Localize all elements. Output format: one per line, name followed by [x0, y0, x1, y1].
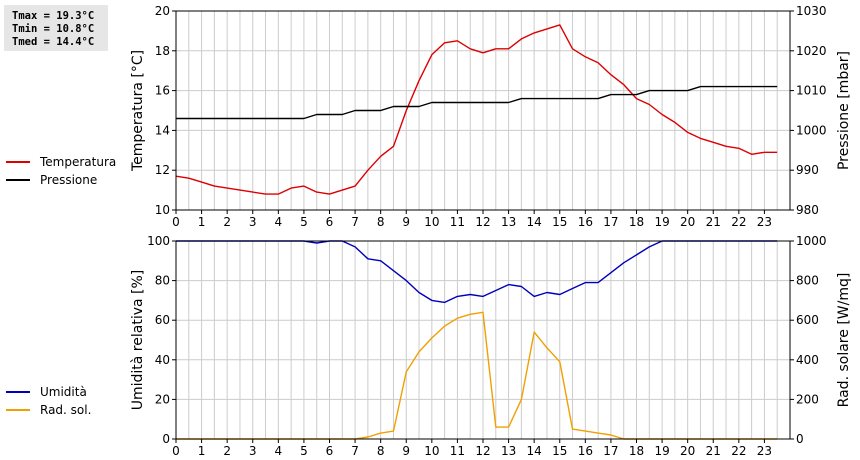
x-tick-label: 4: [275, 444, 283, 458]
x-tick-label: 19: [654, 444, 669, 458]
series-line-rad-sol-: [176, 311, 778, 440]
x-tick-label: 3: [249, 215, 257, 229]
series-line-temperatura: [175, 24, 778, 195]
x-tick-label: 10: [424, 444, 439, 458]
x-tick-label: 8: [377, 215, 385, 229]
x-tick-label: 18: [629, 444, 644, 458]
x-tick-label: 2: [223, 215, 231, 229]
x-tick-label: 1: [198, 444, 206, 458]
x-tick-label: 6: [326, 215, 334, 229]
x-tick-label: 14: [527, 215, 542, 229]
y-left-tick-label: 100: [147, 234, 170, 248]
y-right-axis-title: Rad. solare [W/mq]: [836, 273, 852, 408]
y-left-tick-label: 60: [155, 313, 170, 327]
x-tick-label: 21: [706, 215, 721, 229]
legend-swatch-pressione: [6, 179, 30, 181]
legend-item-umidita: Umidità: [6, 383, 91, 401]
y-right-tick-label: 1030: [796, 4, 827, 18]
legend-label-pressione: Pressione: [40, 173, 98, 187]
y-left-tick-label: 12: [155, 163, 170, 177]
tmed-label: Tmed = 14.4°C: [12, 36, 95, 48]
stats-box: Tmax = 19.3°C Tmin = 10.8°C Tmed = 14.4°…: [4, 5, 108, 51]
x-tick-label: 20: [680, 444, 695, 458]
x-tick-label: 10: [424, 215, 439, 229]
x-tick-label: 16: [578, 215, 593, 229]
x-tick-label: 22: [731, 215, 746, 229]
y-left-tick-label: 10: [155, 203, 170, 217]
legend-item-temperatura: Temperatura: [6, 153, 116, 171]
x-tick-label: 8: [377, 444, 385, 458]
x-tick-label: 23: [757, 215, 772, 229]
y-right-tick-label: 1000: [796, 123, 827, 137]
legend-swatch-temperatura: [6, 161, 30, 163]
legend-label-temperatura: Temperatura: [40, 155, 117, 169]
x-tick-label: 3: [249, 444, 257, 458]
y-left-axis-title: Umidità relativa [%]: [130, 270, 146, 411]
legend-item-pressione: Pressione: [6, 171, 116, 189]
y-left-axis-title: Temperatura [°C]: [130, 50, 146, 172]
y-right-tick-label: 1010: [796, 84, 827, 98]
x-tick-label: 0: [172, 444, 180, 458]
y-right-tick-label: 800: [796, 274, 819, 288]
x-tick-label: 15: [552, 215, 567, 229]
y-right-tick-label: 1020: [796, 44, 827, 58]
series-line-pressione: [176, 85, 778, 120]
y-left-tick-label: 20: [155, 4, 170, 18]
x-tick-label: 9: [402, 215, 410, 229]
y-right-axis-title: Pressione [mbar]: [836, 51, 852, 170]
y-right-tick-label: 980: [796, 203, 819, 217]
x-tick-label: 18: [629, 215, 644, 229]
tmin-label: Tmin = 10.8°C: [12, 23, 95, 35]
x-tick-label: 17: [603, 215, 618, 229]
y-left-tick-label: 0: [162, 432, 170, 446]
y-left-tick-label: 14: [155, 123, 170, 137]
x-tick-label: 19: [654, 215, 669, 229]
x-tick-label: 9: [402, 444, 410, 458]
y-left-tick-label: 40: [155, 353, 170, 367]
legend-item-radsol: Rad. sol.: [6, 401, 91, 419]
x-tick-label: 14: [527, 444, 542, 458]
x-tick-label: 1: [198, 215, 206, 229]
x-tick-label: 7: [351, 215, 359, 229]
x-tick-label: 5: [300, 444, 308, 458]
x-tick-label: 4: [275, 215, 283, 229]
x-tick-label: 23: [757, 444, 772, 458]
x-tick-label: 12: [475, 444, 490, 458]
x-tick-label: 7: [351, 444, 359, 458]
y-left-tick-label: 20: [155, 392, 170, 406]
x-tick-label: 12: [475, 215, 490, 229]
legend-top: Temperatura Pressione: [6, 153, 116, 189]
legend-swatch-radsol: [6, 409, 30, 411]
x-tick-label: 13: [501, 215, 516, 229]
x-tick-label: 11: [450, 444, 465, 458]
x-tick-label: 13: [501, 444, 516, 458]
legend-bottom: Umidità Rad. sol.: [6, 383, 91, 419]
y-left-tick-label: 16: [155, 84, 170, 98]
y-right-tick-label: 1000: [796, 234, 827, 248]
legend-label-umidita: Umidità: [40, 385, 87, 399]
x-tick-label: 0: [172, 215, 180, 229]
x-tick-label: 21: [706, 444, 721, 458]
x-tick-label: 5: [300, 215, 308, 229]
tmax-label: Tmax = 19.3°C: [12, 10, 95, 22]
y-left-tick-label: 18: [155, 44, 170, 58]
y-right-tick-label: 400: [796, 353, 819, 367]
x-tick-label: 22: [731, 444, 746, 458]
y-right-tick-label: 990: [796, 163, 819, 177]
y-left-tick-label: 80: [155, 274, 170, 288]
x-tick-label: 2: [223, 444, 231, 458]
x-tick-label: 6: [326, 444, 334, 458]
y-right-tick-label: 600: [796, 313, 819, 327]
series-line-umidit-: [176, 240, 778, 304]
x-tick-label: 11: [450, 215, 465, 229]
x-tick-label: 15: [552, 444, 567, 458]
x-tick-label: 16: [578, 444, 593, 458]
x-tick-label: 20: [680, 215, 695, 229]
x-tick-label: 17: [603, 444, 618, 458]
legend-label-radsol: Rad. sol.: [40, 403, 92, 417]
legend-swatch-umidita: [6, 391, 30, 393]
y-right-tick-label: 200: [796, 392, 819, 406]
y-right-tick-label: 0: [796, 432, 804, 446]
